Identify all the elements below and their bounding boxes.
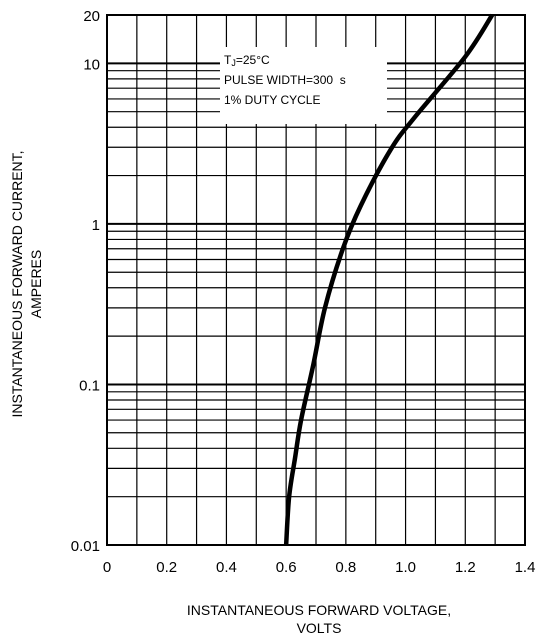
annotation-pulse-width: PULSE WIDTH=300 s (224, 73, 346, 87)
curve-layer (283, 13, 495, 546)
y-axis-label-line1: INSTANTANEOUS FORWARD CURRENT, (9, 150, 25, 417)
tj-symbol: T (224, 53, 232, 67)
y-tick-label: 0.1 (79, 377, 100, 394)
annotation-background (220, 47, 387, 124)
x-axis-label-line1: INSTANTANEOUS FORWARD VOLTAGE, (187, 602, 451, 618)
x-axis-label-line2: VOLTS (297, 620, 342, 636)
y-tick-label: 10 (83, 56, 100, 73)
tj-value: =25°C (236, 53, 270, 67)
x-tick-label: 0.4 (216, 559, 237, 576)
y-tick-label: 1 (92, 217, 100, 234)
x-tick-labels: 0 0.2 0.4 0.6 0.8 1.0 1.2 1.4 (103, 559, 536, 576)
y-axis-label-line2: AMPERES (28, 250, 44, 318)
x-tick-label: 0 (103, 559, 111, 576)
forward-current-curve (283, 13, 495, 546)
y-tick-labels: 0.01 0.1 1 10 20 (71, 8, 100, 555)
x-tick-label: 1.0 (395, 559, 416, 576)
x-tick-label: 0.6 (276, 559, 297, 576)
y-tick-label: 20 (83, 8, 100, 25)
y-tick-label: 0.01 (71, 538, 100, 555)
x-tick-label: 1.4 (515, 559, 536, 576)
x-tick-label: 0.8 (335, 559, 356, 576)
plot-frame (106, 14, 526, 546)
conditions-annotation: TJ=25°C PULSE WIDTH=300 s 1% DUTY CYCLE (220, 47, 387, 124)
annotation-junction-temp: TJ=25°C (224, 53, 270, 68)
x-tick-label: 1.2 (455, 559, 476, 576)
annotation-duty-cycle: 1% DUTY CYCLE (224, 93, 320, 107)
x-tick-label: 0.2 (156, 559, 177, 576)
tj-subscript: J (231, 58, 236, 68)
